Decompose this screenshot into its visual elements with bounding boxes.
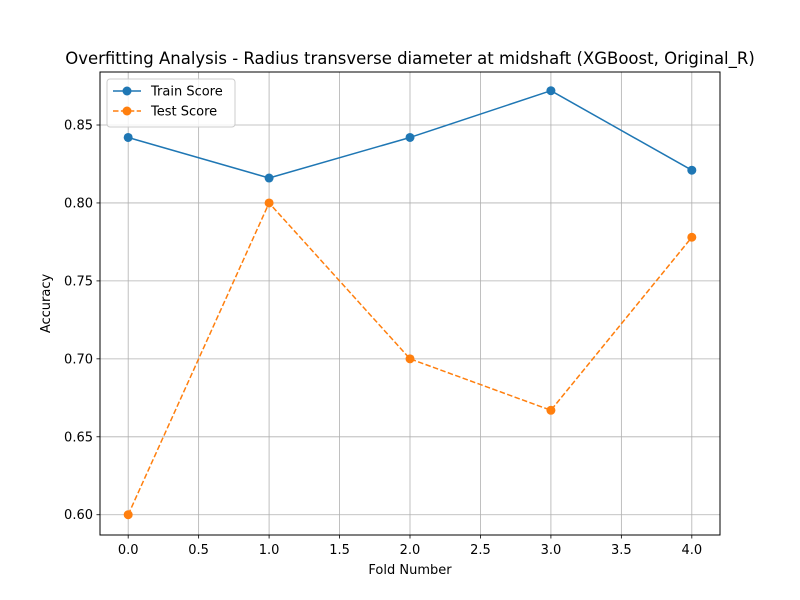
legend: Train Score Test Score	[106, 78, 236, 128]
x-axis-label: Fold Number	[368, 563, 452, 578]
legend-marker-train	[122, 86, 132, 96]
legend-label-test: Test Score	[150, 105, 217, 120]
x-tick-label: 2.5	[470, 543, 491, 558]
test-score-point	[264, 198, 274, 208]
test-score-point	[123, 510, 133, 520]
y-tick-label: 0.80	[64, 196, 93, 211]
test-score-point	[405, 354, 415, 364]
y-tick-label: 0.60	[64, 508, 93, 523]
y-tick-label: 0.85	[64, 119, 93, 134]
x-tick-label: 2.0	[400, 543, 421, 558]
train-score-point	[264, 173, 274, 183]
train-score-point	[123, 132, 133, 142]
train-score-point	[405, 132, 415, 142]
x-tick-label: 3.5	[611, 543, 632, 558]
y-tick-label: 0.75	[64, 274, 93, 289]
y-tick-label: 0.70	[64, 352, 93, 367]
test-score-point	[546, 405, 556, 415]
y-tick-label: 0.65	[64, 430, 93, 445]
x-tick-label: 0.0	[118, 543, 139, 558]
x-tick-label: 4.0	[681, 543, 702, 558]
legend-marker-test	[122, 106, 132, 116]
series-layer	[123, 86, 697, 520]
legend-label-train: Train Score	[150, 85, 223, 100]
x-tick-label: 1.5	[329, 543, 350, 558]
test-score-point	[687, 232, 697, 242]
y-axis-label: Accuracy	[39, 274, 54, 334]
train-score-point	[546, 86, 556, 96]
tick-layer: 0.0 0.5 1.0 1.5 2.0 2.5 3.0 3.5 4.0 0.60 0.65 0.70 0…	[64, 119, 702, 558]
chart-title: Overfitting Analysis - Radius transverse…	[65, 49, 755, 69]
grid-layer	[100, 72, 720, 535]
x-tick-label: 0.5	[188, 543, 209, 558]
train-score-point	[687, 165, 697, 175]
x-tick-label: 3.0	[541, 543, 562, 558]
test-score-line	[127, 202, 693, 516]
x-tick-label: 1.0	[259, 543, 280, 558]
